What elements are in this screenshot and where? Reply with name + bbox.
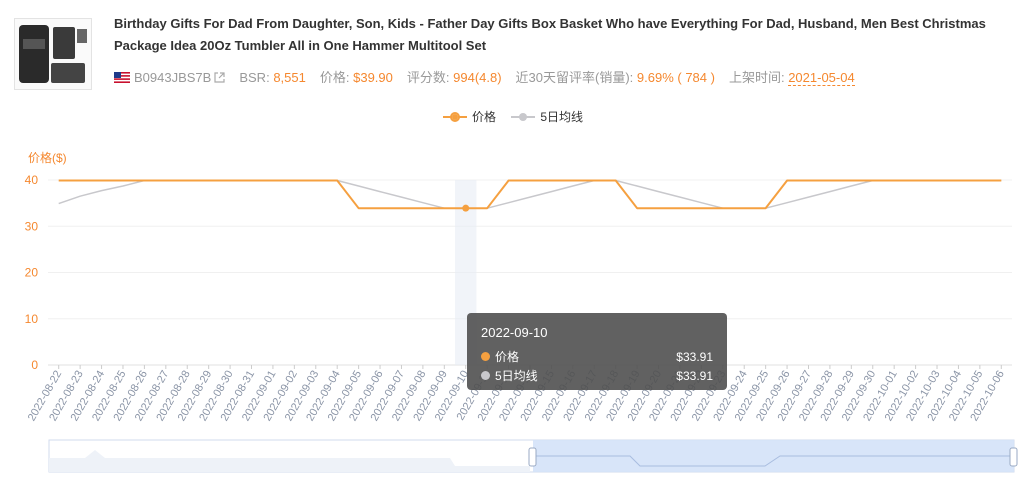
- legend-price-marker: [442, 111, 467, 122]
- product-header: Birthday Gifts For Dad From Daughter, So…: [14, 10, 1014, 96]
- retention-label: 近30天留评率(销量):: [515, 70, 634, 85]
- legend-item-price[interactable]: 价格: [442, 108, 496, 125]
- tooltip-price-value: $33.91: [676, 349, 713, 364]
- data-zoom-slider[interactable]: [48, 439, 1018, 473]
- product-meta: B0943JBS7B BSR: 8,551 价格: $39.90 评分数: 994(4…: [114, 68, 855, 88]
- zoom-handle-left[interactable]: [528, 447, 537, 467]
- tooltip-price-label: 价格: [495, 350, 520, 364]
- y-tick-label: 20: [25, 266, 39, 280]
- series-line-1[interactable]: [58, 179, 1002, 209]
- series-lines: [58, 179, 1002, 212]
- tooltip-date: 2022-09-10: [481, 325, 548, 340]
- tooltip-price-dot: [481, 352, 490, 361]
- y-tick-label: 10: [25, 312, 39, 326]
- zoom-handle-right[interactable]: [1009, 447, 1018, 467]
- us-flag-icon: [114, 72, 130, 83]
- reviews-value: 994(4.8): [453, 70, 502, 85]
- tooltip-row-avg: 5日均线 $33.91: [481, 366, 713, 385]
- retention-value: 9.69% ( 784 ): [636, 70, 715, 85]
- tooltip-row-price: 价格 $33.91: [481, 347, 713, 366]
- zoom-window-line: [533, 455, 1014, 467]
- legend-avg-marker: [511, 112, 536, 121]
- legend-avg-label: 5日均线: [540, 110, 584, 124]
- zoom-shadow-left: [49, 450, 530, 472]
- y-tick-label: 40: [25, 173, 39, 187]
- listed-label: 上架时间:: [728, 70, 785, 85]
- bsr-label: BSR:: [239, 70, 270, 85]
- bsr-value: 8,551: [273, 70, 306, 85]
- asin[interactable]: B0943JBS7B: [134, 70, 212, 85]
- y-axis-label: 价格($): [28, 150, 67, 165]
- tooltip-avg-value: $33.91: [676, 368, 713, 383]
- series-line-0[interactable]: [58, 179, 1002, 210]
- y-tick-label: 30: [25, 219, 39, 233]
- chart-legend: 价格 5日均线: [0, 108, 1026, 126]
- tooltip-avg-dot: [481, 371, 490, 380]
- reviews-label: 评分数:: [406, 70, 450, 85]
- listed-date[interactable]: 2021-05-04: [788, 70, 855, 86]
- price-label: 价格:: [319, 70, 350, 85]
- price-value: $39.90: [353, 70, 393, 85]
- y-ticks: 0 10 20 30 40: [25, 173, 39, 372]
- product-thumbnail[interactable]: [14, 18, 92, 90]
- hover-point: [462, 204, 470, 212]
- external-link-icon[interactable]: [214, 72, 225, 83]
- product-title[interactable]: Birthday Gifts For Dad From Daughter, So…: [114, 16, 986, 53]
- y-tick-label: 0: [31, 358, 38, 372]
- legend-price-label: 价格: [471, 110, 496, 124]
- tooltip-avg-label: 5日均线: [495, 369, 538, 383]
- chart-tooltip: 2022-09-10 价格 $33.91 5日均线 $33.91: [467, 313, 727, 390]
- legend-item-avg[interactable]: 5日均线: [511, 108, 583, 125]
